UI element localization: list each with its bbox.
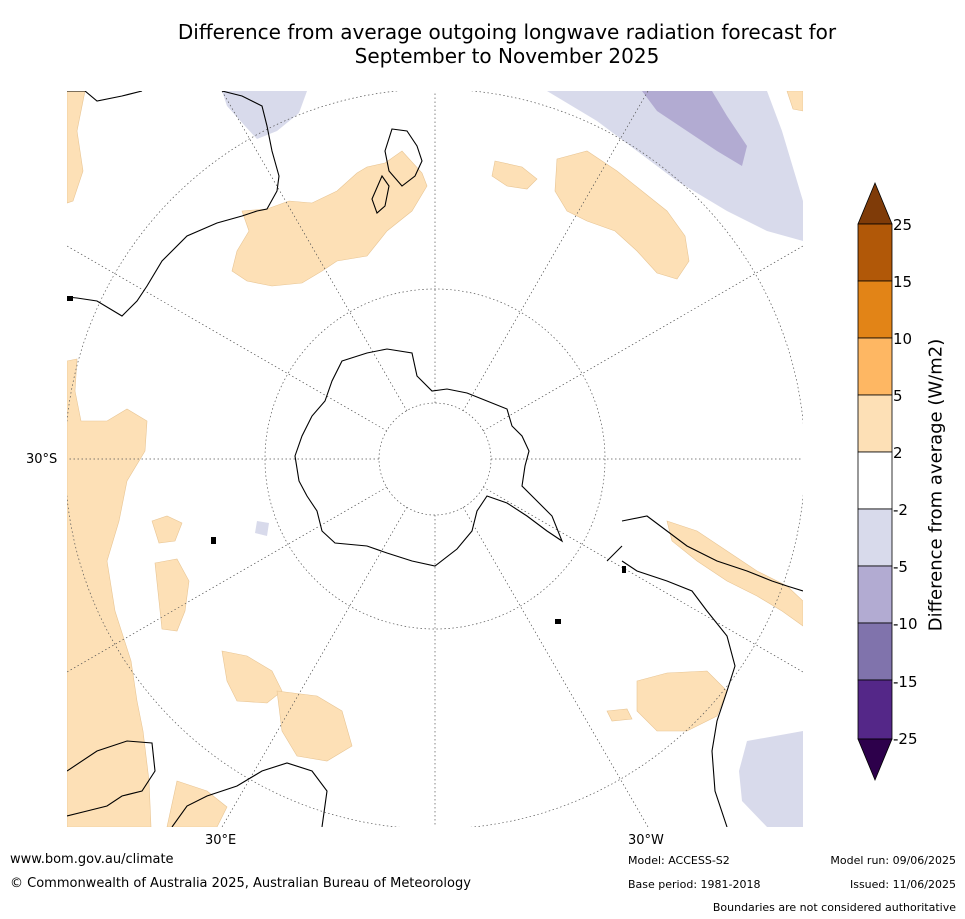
model-text: Model: ACCESS-S2 xyxy=(628,854,730,867)
model-run-text: Model run: 09/06/2025 xyxy=(830,854,956,867)
lon-label-30w: 30°W xyxy=(628,833,664,848)
colorbar-tick-15: 15 xyxy=(893,273,913,291)
band-neg10-neg5 xyxy=(857,565,893,624)
colorbar-label: Difference from average (W/m2) xyxy=(925,338,947,632)
negative-anomaly-regions xyxy=(222,91,803,827)
colorbar-tick-10: 10 xyxy=(893,330,913,348)
coastlines xyxy=(67,91,803,827)
issued-text: Issued: 11/06/2025 xyxy=(849,878,956,891)
lon-label-30e: 30°E xyxy=(205,833,237,848)
map-panel[interactable] xyxy=(67,91,803,827)
graticule xyxy=(67,91,803,827)
colorbar-tick-neg5: -5 xyxy=(893,558,908,576)
positive-anomaly-regions xyxy=(67,91,803,827)
colorbar-tick-5: 5 xyxy=(893,387,903,405)
title-line-1: Difference from average outgoing longwav… xyxy=(177,20,837,44)
band-10-15 xyxy=(857,280,893,339)
colorbar-tick-neg15: -15 xyxy=(893,673,918,691)
band-neg2-2 xyxy=(857,451,893,510)
colorbar-under-arrow xyxy=(857,738,893,782)
band-neg25-neg15 xyxy=(857,679,893,740)
colorbar-bands xyxy=(857,223,893,740)
band-neg15-neg10 xyxy=(857,622,893,681)
disclaimer-text: Boundaries are not considered authoritat… xyxy=(712,901,956,914)
band-2-5 xyxy=(857,394,893,453)
colorbar-tick-neg2: -2 xyxy=(893,501,908,519)
lat-label-30s: 30°S xyxy=(26,452,58,467)
colorbar-over-arrow xyxy=(857,181,893,225)
colorbar-tick-2: 2 xyxy=(893,444,903,462)
website-link[interactable]: www.bom.gov.au/climate xyxy=(10,852,174,867)
colorbar xyxy=(857,181,893,782)
band-5-10 xyxy=(857,337,893,396)
base-period-text: Base period: 1981-2018 xyxy=(628,878,761,891)
colorbar-tick-25: 25 xyxy=(893,216,913,234)
chart-title: Difference from average outgoing longwav… xyxy=(67,20,947,68)
polar-map xyxy=(67,91,803,827)
band-neg5-neg2 xyxy=(857,508,893,567)
colorbar-tick-neg25: -25 xyxy=(893,730,918,748)
small-islands xyxy=(67,296,626,624)
band-15-25 xyxy=(857,223,893,282)
title-line-2: September to November 2025 xyxy=(354,44,660,68)
copyright-text: © Commonwealth of Australia 2025, Austra… xyxy=(10,876,471,891)
colorbar-tick-neg10: -10 xyxy=(893,615,918,633)
